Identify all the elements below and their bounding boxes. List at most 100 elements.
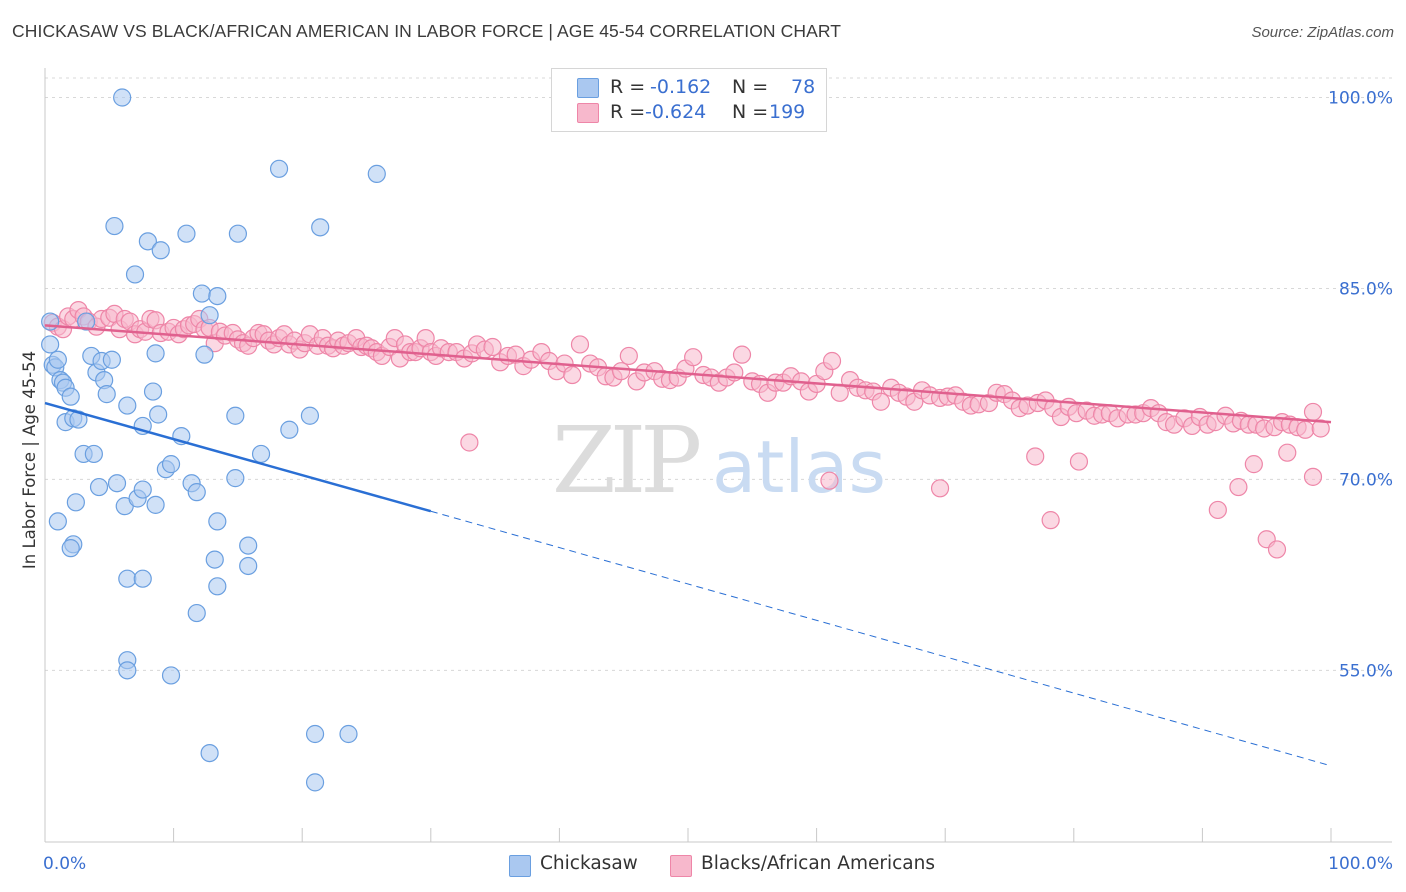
chickasaw-point [195,345,214,364]
chickasaw-point [367,164,386,183]
watermark-atlas: atlas [712,425,886,509]
chickasaw-point [151,241,170,260]
chart-title: CHICKASAW VS BLACK/AFRICAN AMERICAN IN L… [12,21,842,41]
chickasaw-point [161,666,181,685]
chickasaw-point [118,396,137,415]
y-tick-label: 55.0% [1339,661,1393,681]
black-point [1278,443,1297,462]
black-point [1069,452,1089,471]
black-point [871,392,891,411]
blue-swatch [509,855,531,877]
black-trend-line [44,324,1332,424]
chickasaw-point [208,286,227,306]
black-point [732,345,752,364]
black-point [684,348,703,367]
chickasaw-point [66,493,85,512]
black-point [1296,420,1315,439]
legend-r-label: R = [610,76,646,98]
chickasaw-point [239,536,258,555]
chickasaw-point [118,661,137,680]
chickasaw-point [107,474,127,493]
black-point [1041,511,1060,530]
legend-r-value: -0.624 [645,101,707,123]
chickasaw-point [228,224,247,243]
correlation-legend: R = -0.162 N = 78 R = -0.624 N = 199 [551,68,827,132]
blue-swatch [577,78,599,98]
x-tick-label-right: 100.0% [1328,854,1393,874]
chickasaw-point [105,216,124,236]
legend-r-value: -0.162 [650,76,712,98]
chickasaw-point [200,743,219,763]
chickasaw-point [300,406,320,425]
y-tick-label: 85.0% [1339,279,1393,299]
chickasaw-point [133,569,152,588]
chickasaw-point [138,232,157,251]
chickasaw-point [311,218,330,237]
chickasaw-point [251,444,271,464]
chickasaw-point [226,406,245,425]
chickasaw-point [125,265,145,284]
black-point [930,479,950,498]
watermark-zip: ZIP [552,407,699,514]
chickasaw-point [305,773,325,792]
chickasaw-point [200,306,219,325]
legend-n-label: N = [732,76,769,98]
black-point [1267,540,1287,559]
chickasaw-point [161,455,181,474]
chickasaw-point [102,350,121,369]
chickasaw-trend-extension [430,510,1332,767]
legend-item-chickasaw: Chickasaw [509,853,638,877]
black-point [822,351,842,371]
black-point [612,362,631,381]
black-point [820,471,839,490]
chickasaw-point [41,312,60,331]
x-tick-label-left: 0.0% [43,854,86,874]
black-point [1303,467,1323,486]
chickasaw-point [187,603,206,623]
chickasaw-point [177,224,196,243]
y-axis-title: In Labor Force | Age 45-54 [20,351,39,569]
chickasaw-point [61,539,80,558]
legend-n-label: N = [732,101,769,123]
chickasaw-point [239,556,258,576]
chickasaw-point [205,550,224,569]
source-credit: Source: ZipAtlas.com [1251,24,1394,41]
black-point [570,335,590,354]
black-point [460,433,479,452]
legend-n-value: 199 [769,101,806,123]
black-point [1229,477,1248,497]
chickasaw-point [269,159,289,178]
legend-item-black: Blacks/African Americans [670,853,935,877]
black-point [1026,447,1045,466]
chickasaw-point [61,387,80,406]
chickasaw-point [305,724,325,744]
chickasaw-point [48,512,67,531]
legend-label: Blacks/African Americans [701,853,935,874]
chickasaw-point [208,512,227,531]
chickasaw-point [89,477,109,497]
pink-swatch [670,855,692,877]
chickasaw-trend-line [44,401,432,513]
chickasaw-point [208,577,227,596]
black-point [1303,402,1323,422]
chickasaw-point [97,385,116,404]
black-point [1311,419,1330,438]
legend-n-value: 78 [791,76,816,98]
black-point [563,365,582,385]
black-point [619,346,638,366]
chickasaw-point [69,410,88,429]
y-tick-label: 70.0% [1339,470,1393,490]
chickasaw-point [187,483,206,502]
chickasaw-point [133,480,152,499]
y-tick-label: 100.0% [1328,89,1393,109]
chickasaw-point [48,350,67,369]
chickasaw-point [143,382,163,401]
legend-label: Chickasaw [540,853,638,874]
black-point [1208,500,1227,520]
chickasaw-point [41,335,60,354]
chickasaw-point [146,344,165,363]
chickasaw-point [146,495,165,514]
pink-swatch [577,103,599,123]
chickasaw-point [113,88,132,107]
